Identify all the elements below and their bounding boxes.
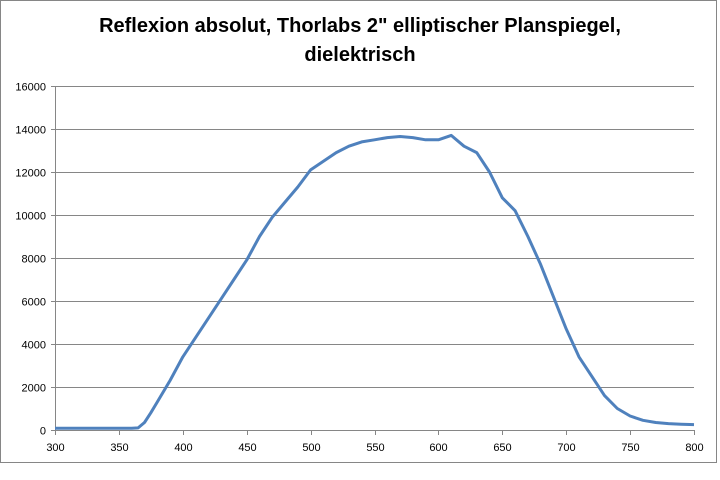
y-tick-label: 12000	[15, 168, 46, 180]
chart-title: Reflexion absolut, Thorlabs 2" elliptisc…	[0, 12, 720, 70]
y-tick-label: 8000	[22, 254, 46, 266]
x-tick-label: 700	[557, 442, 575, 454]
y-tick-label: 10000	[15, 211, 46, 223]
x-tick-label: 350	[110, 442, 128, 454]
x-tick-label: 300	[46, 442, 64, 454]
y-tick-label: 16000	[15, 82, 46, 94]
x-tick-label: 400	[174, 442, 192, 454]
x-tick-label: 600	[429, 442, 447, 454]
x-tick-label: 500	[302, 442, 320, 454]
y-tick-label: 2000	[22, 383, 46, 395]
x-tick-label: 550	[366, 442, 384, 454]
chart-title-line2: dielektrisch	[304, 44, 416, 66]
x-tick-label: 750	[621, 442, 639, 454]
y-tick-label: 4000	[22, 340, 46, 352]
y-tick-label: 6000	[22, 297, 46, 309]
y-tick-label: 0	[40, 426, 46, 438]
chart-title-line1: Reflexion absolut, Thorlabs 2" elliptisc…	[99, 15, 621, 37]
x-tick-label: 800	[685, 442, 703, 454]
x-tick-label: 650	[493, 442, 511, 454]
x-tick-label: 450	[238, 442, 256, 454]
y-tick-label: 14000	[15, 125, 46, 137]
reflexion-series-line	[55, 133, 695, 430]
